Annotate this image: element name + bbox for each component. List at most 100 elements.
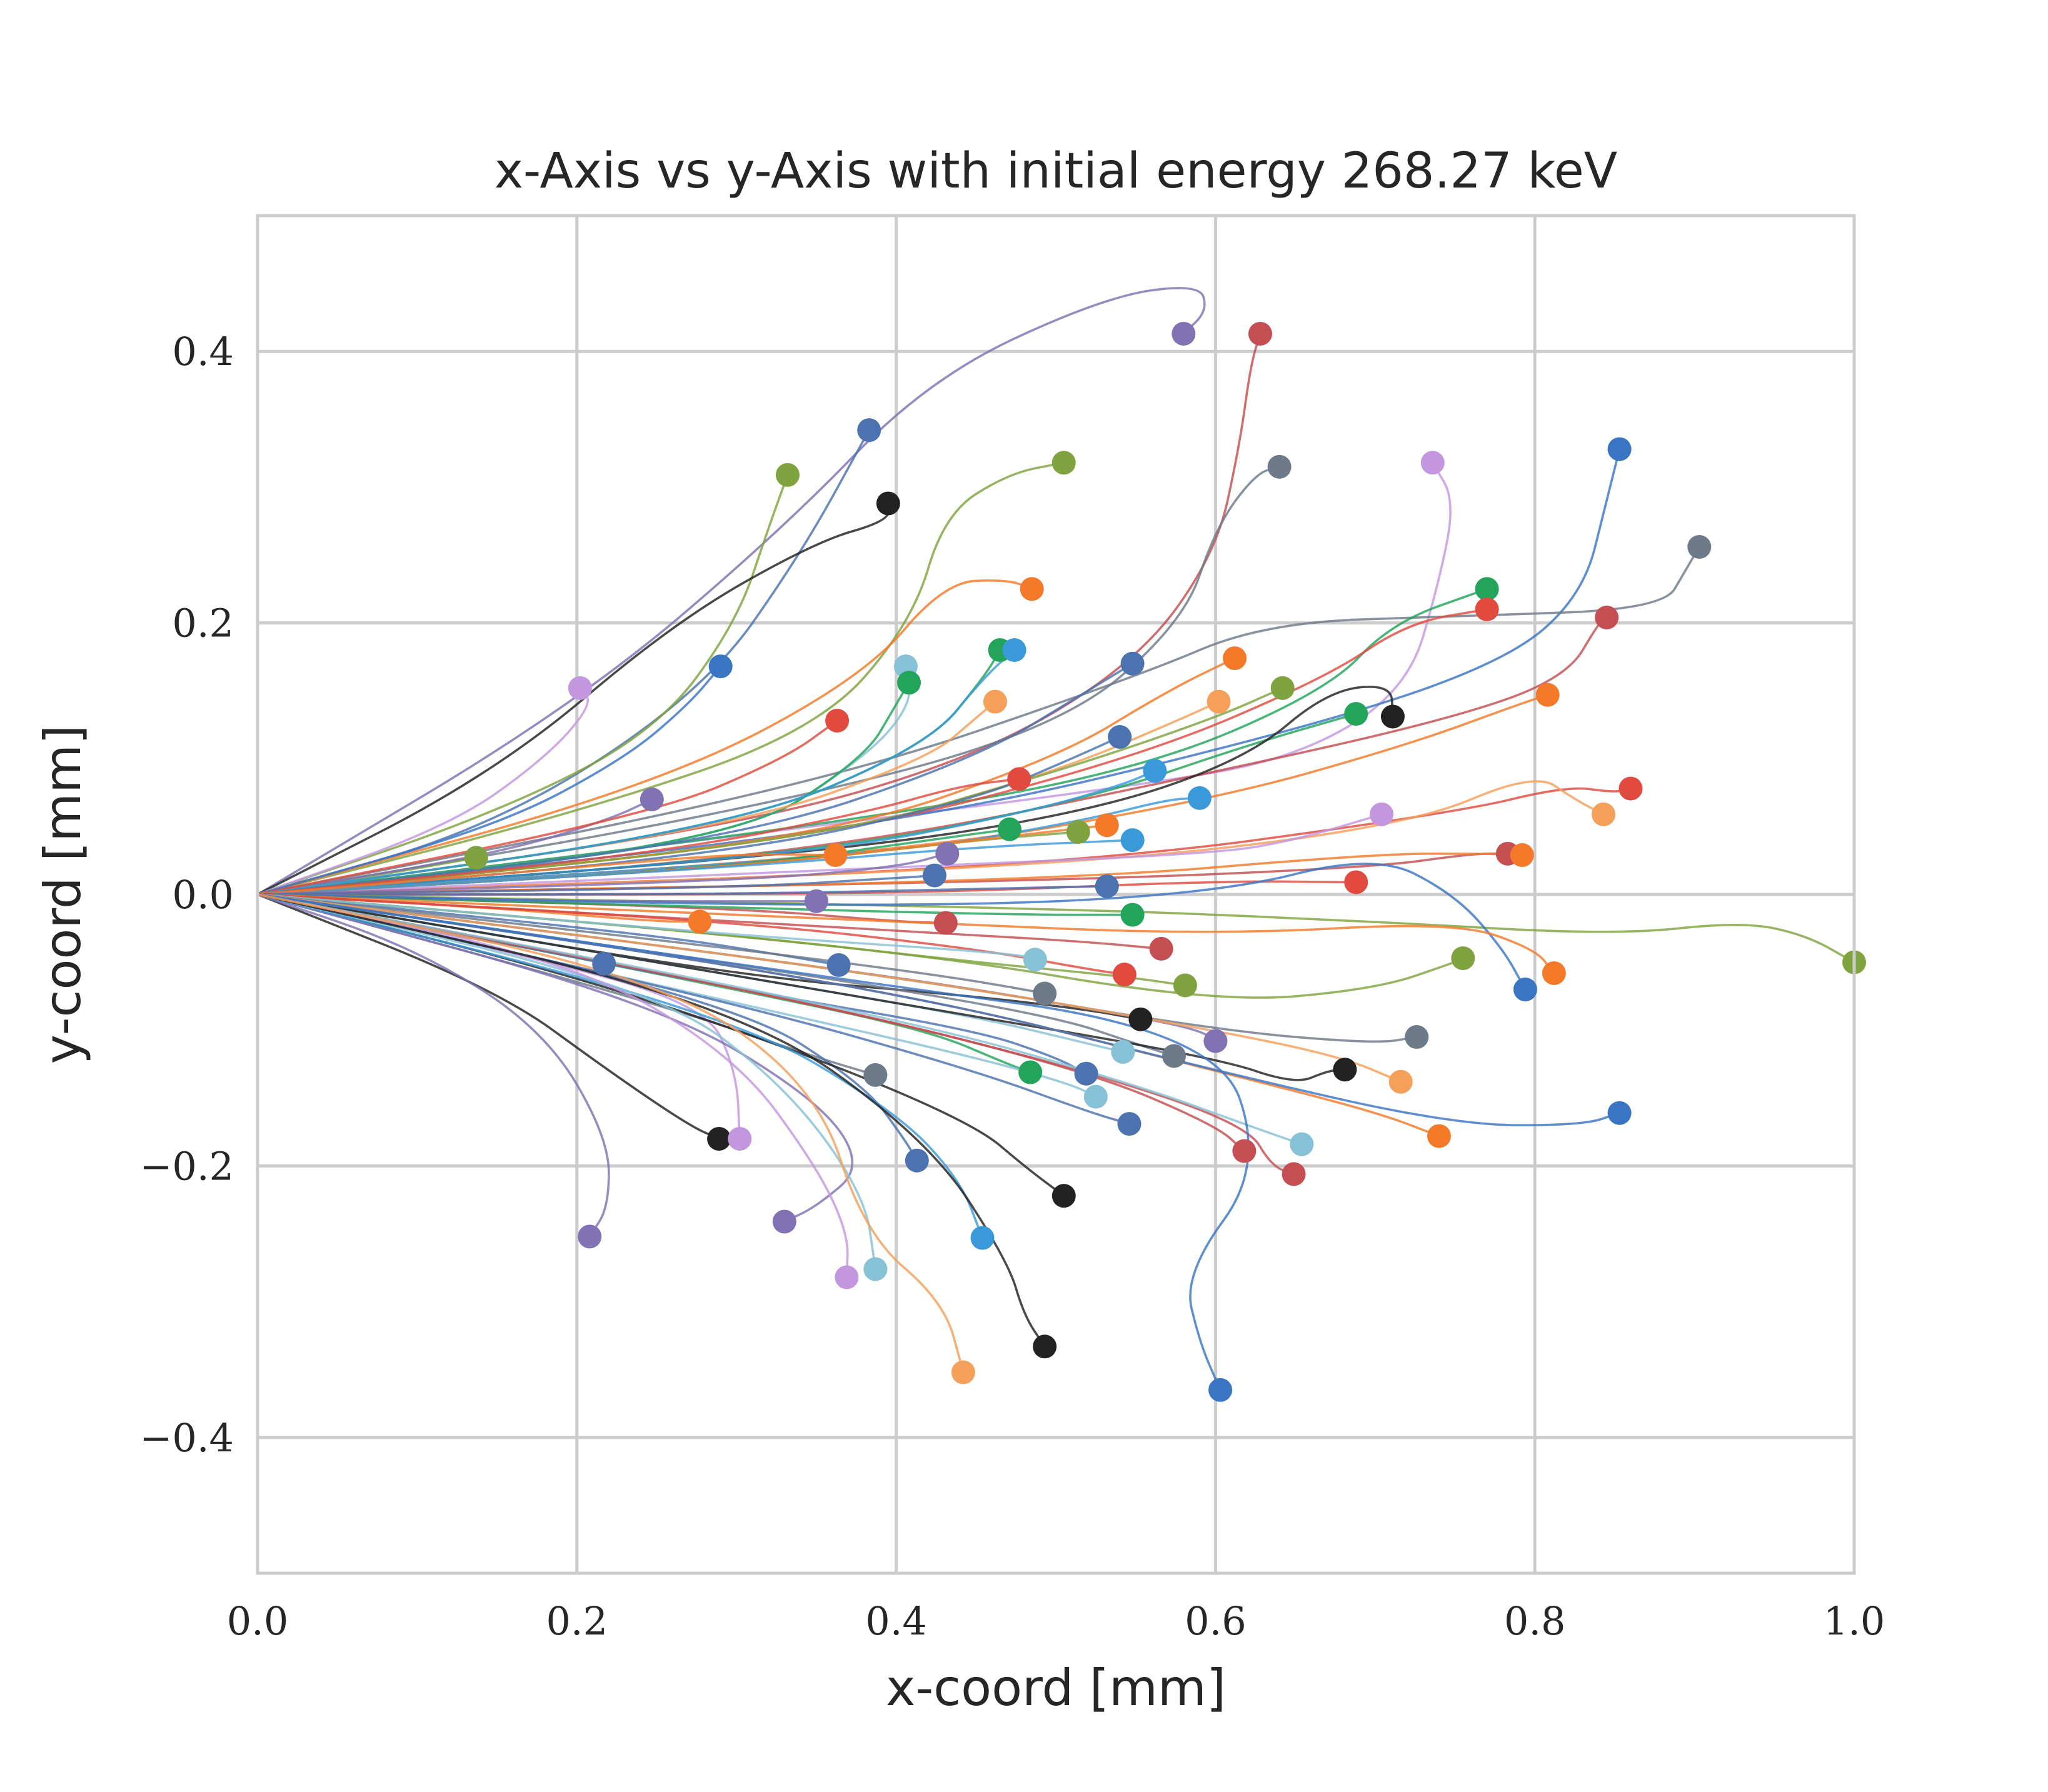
track-line-88: [256, 893, 984, 1239]
track-line-91: [256, 893, 1046, 1348]
y-tick-labels: −0.4 −0.2 0.0 0.2 0.4: [139, 329, 234, 1461]
x-tick-labels: 0.0 0.2 0.4 0.6 0.8 1.0: [227, 1598, 1885, 1644]
track-endpoint-43: [1510, 843, 1534, 868]
track-endpoint-30: [1535, 683, 1560, 707]
track-line-56: [256, 893, 1555, 974]
track-endpoint-2: [857, 418, 881, 443]
track-endpoint-31: [1108, 725, 1132, 749]
track-endpoint-81: [1208, 1378, 1233, 1402]
x-axis-label: x-coord [mm]: [886, 1659, 1226, 1717]
track-endpoint-74: [1388, 1069, 1413, 1094]
track-endpoint-9: [1687, 534, 1712, 559]
track-line-63: [256, 893, 1046, 995]
track-line-10: [256, 579, 1033, 896]
track-endpoint-69: [1018, 1060, 1043, 1084]
y-axis-label: y-coord [mm]: [34, 725, 92, 1064]
track-endpoint-28: [1344, 702, 1368, 726]
track-endpoint-66: [1162, 1044, 1186, 1068]
track-endpoint-53: [1120, 903, 1145, 927]
track-line-41: [256, 839, 1134, 896]
track-line-18: [256, 719, 838, 896]
track-endpoint-11: [1475, 577, 1499, 601]
track-endpoint-34: [1007, 767, 1032, 791]
track-endpoint-44: [823, 843, 848, 868]
track-endpoint-27: [1270, 676, 1295, 700]
track-endpoint-13: [1595, 605, 1619, 629]
track-endpoint-83: [728, 1126, 752, 1151]
track-endpoint-4: [876, 491, 900, 516]
track-endpoint-61: [826, 953, 851, 977]
track-endpoint-38: [997, 817, 1021, 841]
track-endpoint-65: [1111, 1039, 1135, 1064]
track-line-82: [256, 893, 720, 1140]
track-line-92: [256, 893, 965, 1374]
track-endpoint-15: [708, 654, 733, 679]
y-tick-label: 0.2: [172, 601, 234, 646]
track-endpoint-72: [863, 1063, 888, 1087]
track-endpoint-18: [825, 708, 850, 733]
track-endpoint-0: [1172, 321, 1196, 346]
track-endpoint-14: [568, 676, 592, 700]
track-line-23: [256, 649, 1016, 896]
track-line-34: [256, 778, 1021, 896]
track-endpoint-1: [1248, 321, 1272, 346]
track-endpoint-25: [1223, 646, 1247, 671]
track-endpoint-16: [464, 846, 488, 870]
track-endpoint-32: [1143, 759, 1167, 783]
track-line-55: [256, 863, 1527, 991]
track-line-73: [256, 893, 1347, 1081]
track-endpoint-77: [1117, 1112, 1142, 1136]
track-endpoint-35: [1619, 776, 1643, 801]
x-tick-label: 0.6: [1185, 1598, 1247, 1644]
track-endpoint-70: [1074, 1061, 1098, 1086]
track-line-81: [256, 893, 1250, 1391]
track-endpoint-76: [1607, 1101, 1632, 1125]
track-endpoint-90: [835, 1265, 859, 1289]
y-tick-label: 0.0: [172, 872, 234, 918]
track-endpoint-56: [1542, 961, 1566, 985]
track-endpoint-41: [1120, 828, 1145, 853]
track-endpoint-55: [1513, 978, 1537, 1002]
track-endpoint-3: [775, 463, 800, 487]
track-endpoint-48: [1095, 874, 1119, 898]
track-endpoint-68: [1405, 1025, 1429, 1049]
track-endpoint-88: [970, 1226, 995, 1250]
track-endpoint-58: [1112, 963, 1137, 987]
track-line-84: [256, 893, 610, 1238]
track-endpoint-60: [592, 951, 616, 976]
track-endpoint-52: [933, 911, 958, 935]
track-endpoint-33: [1187, 786, 1212, 810]
track-endpoint-80: [1290, 1132, 1314, 1156]
track-endpoint-20: [897, 671, 921, 695]
track-line-0: [256, 287, 1206, 896]
track-line-24: [256, 663, 1134, 896]
track-endpoint-75: [1427, 1124, 1451, 1148]
track-line-74: [256, 893, 1402, 1083]
y-tick-label: −0.4: [139, 1415, 234, 1461]
track-endpoint-64: [1128, 1007, 1153, 1031]
track-lines: [256, 287, 1855, 1391]
track-endpoint-62: [1023, 948, 1047, 972]
track-line-4: [256, 502, 890, 896]
x-tick-label: 0.0: [227, 1598, 289, 1644]
track-endpoint-21: [983, 689, 1007, 714]
chart-title: x-Axis vs y-Axis with initial energy 268…: [494, 143, 1617, 199]
track-endpoint-47: [1344, 870, 1368, 894]
track-endpoint-8: [1607, 437, 1632, 461]
y-tick-label: −0.2: [139, 1143, 234, 1189]
track-endpoints: [464, 321, 1866, 1402]
track-endpoint-51: [688, 909, 712, 934]
track-line-15: [256, 665, 722, 896]
track-line-3: [256, 474, 789, 896]
x-tick-label: 0.8: [1504, 1598, 1566, 1644]
track-endpoint-37: [1370, 802, 1394, 826]
track-line-14: [256, 687, 590, 896]
track-endpoint-89: [863, 1257, 888, 1281]
track-endpoint-82: [707, 1126, 731, 1151]
track-endpoint-84: [578, 1224, 602, 1249]
track-endpoint-46: [922, 863, 946, 888]
track-endpoint-26: [1207, 689, 1231, 714]
track-endpoint-6: [1267, 454, 1292, 479]
track-endpoint-29: [1380, 704, 1405, 729]
